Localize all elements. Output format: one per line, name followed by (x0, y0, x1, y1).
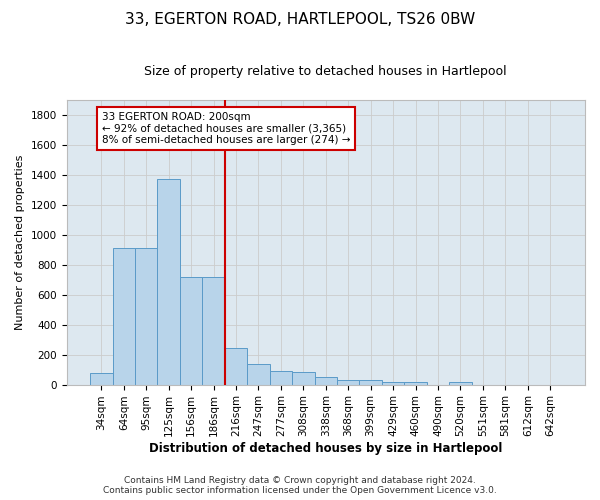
Y-axis label: Number of detached properties: Number of detached properties (15, 154, 25, 330)
Bar (337, 380, 359, 384)
Bar (225, 348, 247, 385)
Text: 33 EGERTON ROAD: 200sqm
← 92% of detached houses are smaller (3,365)
8% of semi-: 33 EGERTON ROAD: 200sqm ← 92% of detache… (102, 112, 350, 145)
Bar (292, 372, 314, 384)
Text: 33, EGERTON ROAD, HARTLEPOOL, TS26 0BW: 33, EGERTON ROAD, HARTLEPOOL, TS26 0BW (125, 12, 475, 28)
Bar (382, 382, 404, 384)
Bar (90, 372, 113, 384)
Bar (314, 377, 337, 384)
Bar (359, 380, 382, 384)
Text: Contains HM Land Registry data © Crown copyright and database right 2024.
Contai: Contains HM Land Registry data © Crown c… (103, 476, 497, 495)
Bar (247, 364, 269, 384)
Bar (202, 276, 225, 384)
X-axis label: Distribution of detached houses by size in Hartlepool: Distribution of detached houses by size … (149, 442, 502, 455)
Bar (269, 371, 292, 384)
Bar (157, 180, 180, 384)
Bar (449, 382, 472, 384)
Bar (135, 248, 157, 384)
Title: Size of property relative to detached houses in Hartlepool: Size of property relative to detached ho… (145, 65, 507, 78)
Bar (404, 382, 427, 384)
Bar (113, 248, 135, 384)
Bar (180, 276, 202, 384)
